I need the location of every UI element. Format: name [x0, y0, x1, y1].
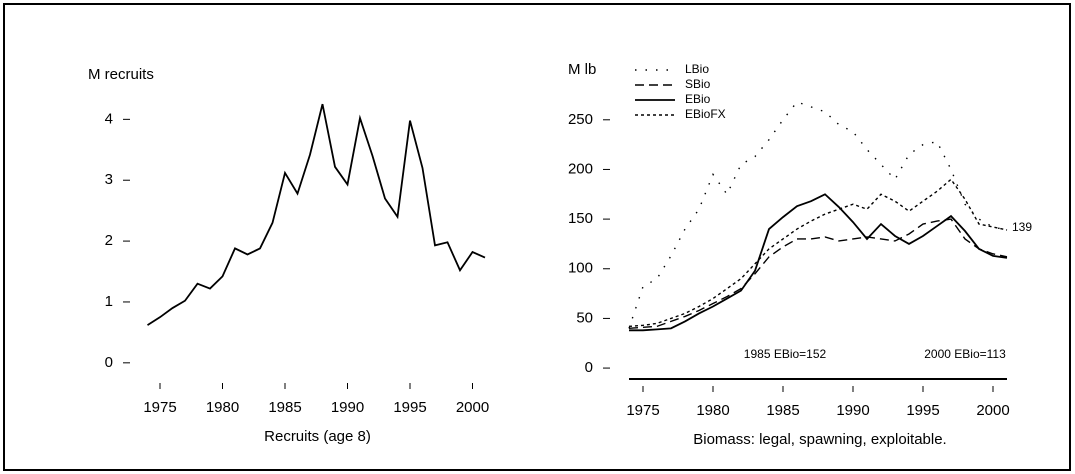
x-tick-label: 1985 [766, 402, 799, 419]
x-tick-label: 1980 [206, 399, 239, 416]
y-tick-label: 0 [585, 359, 593, 376]
y-axis-label: M recruits [88, 66, 154, 83]
annotation: 2000 EBio=113 [924, 347, 1006, 361]
x-tick-label: 1995 [393, 399, 426, 416]
y-tick-label: 200 [568, 160, 593, 177]
x-tick-label: 1975 [626, 402, 659, 419]
x-tick-label: 2000 [456, 399, 489, 416]
legend-label: LBio [685, 62, 709, 76]
legend-label: SBio [685, 77, 711, 91]
y-tick-label: 150 [568, 210, 593, 227]
annotation: 139 [1012, 220, 1032, 234]
y-tick-label: 250 [568, 111, 593, 128]
x-axis-label: Biomass: legal, spawning, exploitable. [693, 431, 946, 448]
legend-label: EBioFX [685, 107, 726, 121]
frame [3, 3, 1071, 471]
x-tick-label: 1980 [696, 402, 729, 419]
series-line [628, 218, 1008, 330]
series-line [147, 103, 486, 326]
y-tick-label: 100 [568, 260, 593, 277]
y-tick-label: 2 [105, 232, 113, 249]
series-line [628, 178, 1008, 328]
x-tick-label: 2000 [976, 402, 1009, 419]
series-line [629, 193, 1008, 332]
legend-label: EBio [685, 92, 711, 106]
x-tick-label: 1985 [268, 399, 301, 416]
y-tick-label: 4 [105, 110, 113, 127]
y-tick-label: 50 [576, 309, 593, 326]
x-tick-label: 1990 [836, 402, 869, 419]
y-tick-label: 3 [105, 171, 113, 188]
y-tick-label: 1 [105, 293, 113, 310]
x-tick-label: 1990 [331, 399, 364, 416]
y-tick-label: 0 [105, 354, 113, 371]
x-tick-label: 1975 [143, 399, 176, 416]
annotation: 1985 EBio=152 [744, 347, 827, 361]
x-tick-label: 1995 [906, 402, 939, 419]
x-axis-label: Recruits (age 8) [264, 428, 371, 445]
series-line [628, 101, 1008, 329]
y-axis-label: M lb [568, 61, 596, 78]
